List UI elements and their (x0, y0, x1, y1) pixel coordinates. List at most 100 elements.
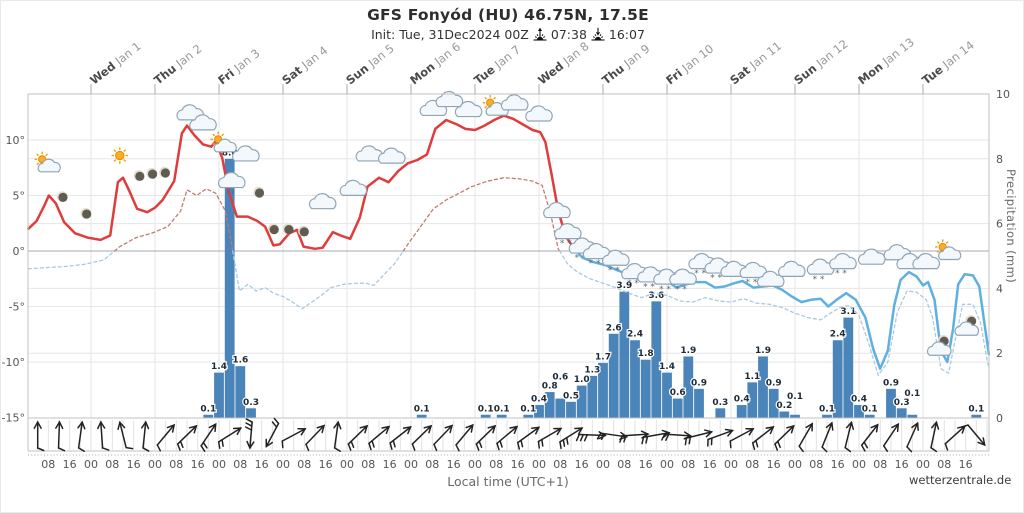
time-tick-label: 00 (84, 458, 98, 471)
weather-icon-moon (56, 191, 68, 203)
wind-barbs (33, 417, 986, 453)
time-tick-label: 08 (489, 458, 503, 471)
time-tick-label: 08 (425, 458, 439, 471)
wind-barb (156, 423, 176, 452)
snow-marks: * * (694, 269, 706, 279)
sun-ray (36, 153, 40, 157)
chart-subtitle: Init: Tue, 31Dec2024 00Z 07:38 (1, 26, 1015, 42)
sunrise-time: 07:38 (550, 27, 587, 42)
day-label: Thu Jan 2 (151, 41, 204, 87)
sun-ray (484, 105, 488, 109)
snow-marks: * * (627, 279, 639, 289)
precip-bar (736, 405, 747, 418)
sun-ray (212, 133, 216, 137)
time-tick-label: 00 (724, 458, 738, 471)
precip-value-label: 3.6 (648, 291, 664, 301)
precip-value-label: 0.8 (542, 382, 558, 392)
sun-ray (113, 149, 117, 153)
precip-bar (640, 359, 651, 418)
weather-icon-cloud-snow: * * (669, 268, 697, 295)
time-tick-label: 16 (383, 458, 397, 471)
weather-icon-cloud (912, 253, 941, 270)
precip-bar (907, 414, 918, 418)
precip-bar (566, 401, 576, 418)
weather-icon-cloud (189, 114, 217, 131)
precip-bar (758, 356, 768, 418)
sunset-time: 16:07 (608, 27, 645, 42)
wind-barb (117, 420, 134, 450)
precip-value-label: 0.4 (531, 395, 547, 405)
dewpoint-line-segment (113, 188, 234, 252)
precip-value-label: 0.1 (200, 404, 216, 414)
sun-ray (36, 162, 40, 166)
precip-bar (576, 385, 587, 418)
weather-icon-moon-cloud (926, 335, 952, 356)
time-tick-label: 16 (959, 458, 973, 471)
precip-bar (544, 392, 555, 418)
wind-barb (368, 425, 391, 451)
precip-value-label: 0.3 (712, 398, 728, 408)
precip-bar (672, 398, 683, 418)
precip-value-label: 2.6 (606, 323, 622, 333)
cloud-icon (454, 100, 483, 118)
dewpoint-line-segment (402, 177, 561, 252)
weather-icon-cloud (308, 193, 337, 210)
precip-bar (843, 317, 854, 418)
temperature-line-segment (27, 114, 578, 253)
snow-marks: * * (608, 266, 620, 276)
precip-value-label: 1.9 (755, 346, 771, 356)
cloud-icon (756, 270, 785, 287)
rain-mark (231, 189, 235, 195)
precip-bar (619, 291, 630, 418)
moon-shade (254, 188, 265, 198)
wind-strip (27, 418, 990, 456)
wind-barb (33, 420, 45, 452)
time-tick-label: 08 (297, 458, 311, 471)
wind-barb (200, 422, 217, 452)
precip-value-label: 3.1 (840, 307, 856, 317)
precip-value-label: 0.5 (563, 391, 579, 401)
snow-marks: * * (835, 269, 847, 279)
day-label: Tue Jan 14 (919, 38, 977, 87)
precip-value-label: 1.4 (659, 362, 675, 372)
day-label: Thu Jan 9 (599, 41, 652, 87)
time-tick-label: 16 (575, 458, 589, 471)
moon-shade (284, 225, 294, 235)
moon-shade (82, 209, 92, 219)
precip-value-label: 0.2 (776, 401, 792, 411)
precip-tick-label: 0 (996, 412, 1003, 425)
wind-barb (411, 424, 433, 451)
precip-tick-label: 4 (996, 282, 1003, 295)
snow-marks: * * (575, 254, 587, 264)
cloud-icon (669, 268, 697, 285)
wind-barb (960, 424, 986, 447)
precip-bar (768, 388, 779, 418)
cloud-icon (926, 341, 952, 356)
sun-ray (945, 241, 949, 244)
time-tick-label: 16 (703, 458, 717, 471)
time-tick-label: 00 (916, 458, 930, 471)
temp-tick-label: -10° (2, 356, 25, 369)
weather-icon-cloud-snow: * * (601, 249, 630, 276)
precip-bar (630, 340, 640, 418)
time-tick-label: 00 (788, 458, 802, 471)
precip-value-label: 0.1 (414, 404, 430, 414)
sun-ray (123, 159, 127, 162)
wind-barb (455, 423, 474, 452)
wind-barb (729, 428, 755, 449)
moon-shade (58, 192, 68, 203)
time-tick-label: 00 (532, 458, 546, 471)
day-label: Mon Jan 13 (855, 35, 917, 87)
wind-barb (475, 424, 497, 451)
cloud-icon (500, 94, 529, 111)
precip-bar (416, 414, 427, 418)
moon-shade (299, 227, 309, 237)
sun-ray (936, 241, 940, 244)
day-label: Wed Jan 1 (87, 39, 143, 87)
wind-barb (707, 428, 734, 447)
weather-icon-cloud-rain (217, 171, 246, 195)
sun-ray (123, 149, 127, 153)
time-tick-label: 08 (617, 458, 631, 471)
dewpoint-line-segment (27, 250, 116, 270)
